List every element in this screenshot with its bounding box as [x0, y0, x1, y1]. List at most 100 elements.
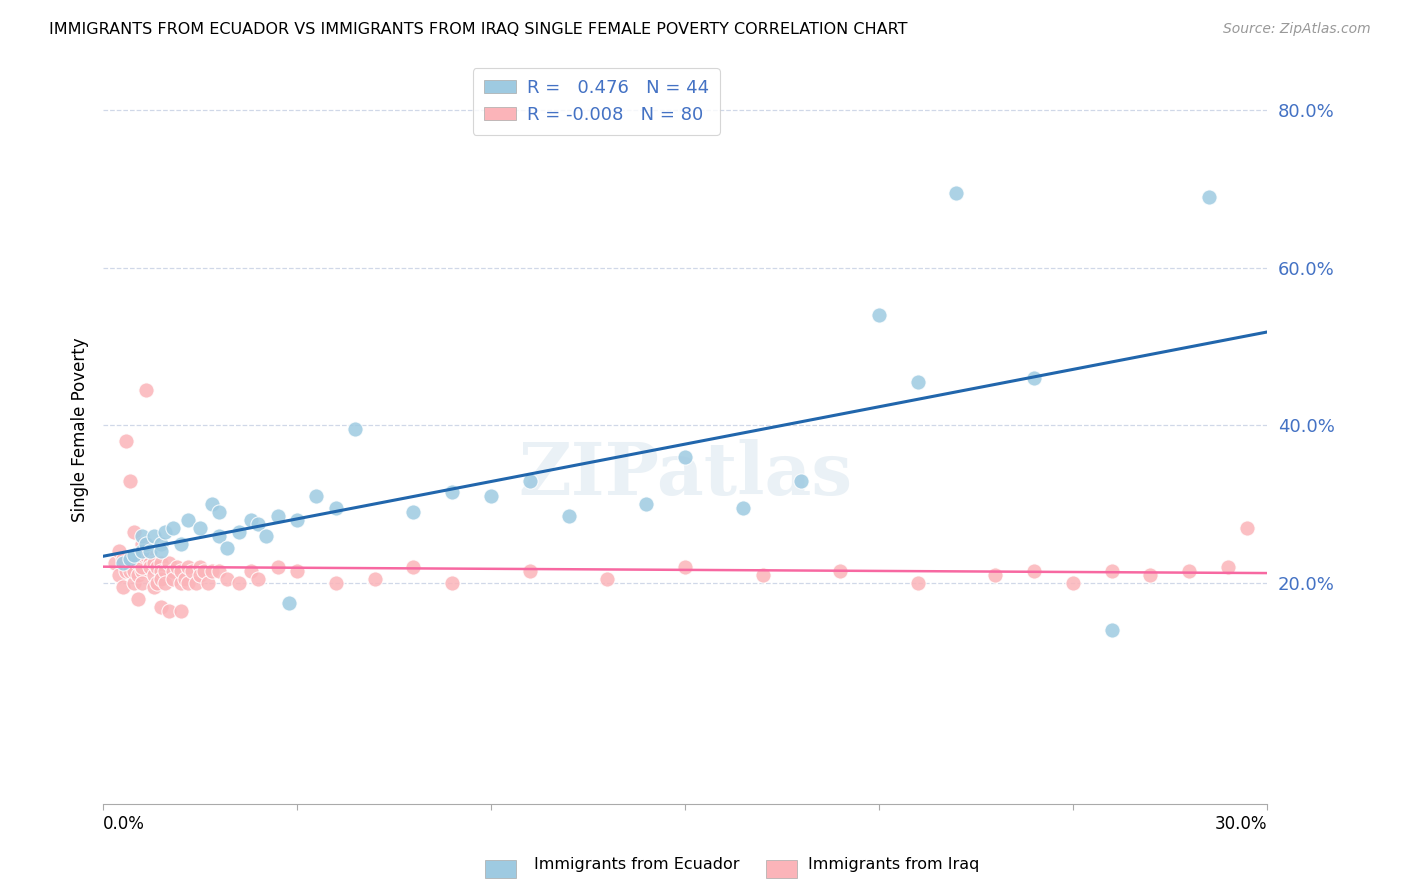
- Point: [441, 485, 464, 500]
- Point: [479, 489, 502, 503]
- Point: [131, 529, 153, 543]
- Point: [201, 497, 224, 511]
- Text: Immigrants from Iraq: Immigrants from Iraq: [808, 857, 980, 872]
- Point: [636, 497, 658, 511]
- Point: [170, 603, 193, 617]
- Point: [122, 576, 145, 591]
- Point: [1101, 624, 1123, 638]
- Point: [142, 529, 165, 543]
- Point: [247, 572, 270, 586]
- Point: [120, 552, 142, 566]
- Point: [1178, 564, 1201, 578]
- Point: [1101, 564, 1123, 578]
- Point: [111, 556, 134, 570]
- Point: [1022, 564, 1045, 578]
- Text: ZIPatlas: ZIPatlas: [517, 439, 852, 509]
- Point: [197, 576, 219, 591]
- Point: [519, 564, 541, 578]
- Point: [131, 560, 153, 574]
- Point: [673, 560, 696, 574]
- Text: 0.0%: 0.0%: [103, 815, 145, 833]
- Point: [344, 422, 367, 436]
- Point: [150, 556, 173, 570]
- Point: [193, 564, 215, 578]
- Point: [104, 556, 127, 570]
- Point: [131, 544, 153, 558]
- Point: [122, 524, 145, 539]
- Point: [402, 505, 425, 519]
- Point: [984, 568, 1007, 582]
- Point: [138, 544, 160, 558]
- Point: [142, 580, 165, 594]
- Point: [170, 536, 193, 550]
- Point: [135, 536, 157, 550]
- Point: [1198, 190, 1220, 204]
- Point: [239, 513, 262, 527]
- Point: [228, 576, 250, 591]
- Point: [115, 434, 138, 449]
- Point: [1062, 576, 1084, 591]
- Point: [266, 560, 288, 574]
- Point: [150, 544, 173, 558]
- Point: [217, 572, 239, 586]
- Point: [150, 536, 173, 550]
- Point: [1139, 568, 1161, 582]
- Point: [111, 552, 134, 566]
- Point: [177, 513, 200, 527]
- Point: [790, 474, 813, 488]
- Point: [596, 572, 619, 586]
- Point: [285, 564, 308, 578]
- Point: [131, 564, 153, 578]
- Point: [153, 524, 176, 539]
- Point: [157, 603, 180, 617]
- Point: [188, 560, 211, 574]
- Point: [153, 576, 176, 591]
- Point: [135, 383, 157, 397]
- Point: [153, 564, 176, 578]
- Point: [177, 560, 200, 574]
- Point: [127, 568, 149, 582]
- Y-axis label: Single Female Poverty: Single Female Poverty: [72, 337, 89, 522]
- Point: [138, 556, 160, 570]
- Point: [363, 572, 385, 586]
- Point: [325, 576, 347, 591]
- Point: [173, 572, 195, 586]
- Point: [131, 549, 153, 563]
- Point: [107, 544, 129, 558]
- Point: [162, 572, 184, 586]
- Point: [162, 564, 184, 578]
- Point: [150, 564, 173, 578]
- Text: Source: ZipAtlas.com: Source: ZipAtlas.com: [1223, 22, 1371, 37]
- Point: [217, 541, 239, 555]
- Point: [111, 580, 134, 594]
- Point: [146, 560, 169, 574]
- Text: IMMIGRANTS FROM ECUADOR VS IMMIGRANTS FROM IRAQ SINGLE FEMALE POVERTY CORRELATIO: IMMIGRANTS FROM ECUADOR VS IMMIGRANTS FR…: [49, 22, 908, 37]
- Point: [120, 474, 142, 488]
- Point: [150, 572, 173, 586]
- Point: [188, 521, 211, 535]
- Point: [733, 501, 755, 516]
- Point: [907, 576, 929, 591]
- Point: [142, 568, 165, 582]
- Point: [131, 576, 153, 591]
- Point: [325, 501, 347, 516]
- Point: [285, 513, 308, 527]
- Point: [441, 576, 464, 591]
- Point: [907, 375, 929, 389]
- Point: [120, 560, 142, 574]
- Point: [519, 474, 541, 488]
- Point: [208, 505, 231, 519]
- Point: [131, 556, 153, 570]
- Point: [247, 516, 270, 531]
- Point: [278, 596, 301, 610]
- Point: [131, 536, 153, 550]
- Point: [208, 564, 231, 578]
- Point: [254, 529, 277, 543]
- Point: [208, 529, 231, 543]
- Point: [115, 564, 138, 578]
- Point: [188, 568, 211, 582]
- Point: [146, 576, 169, 591]
- Point: [402, 560, 425, 574]
- Point: [157, 556, 180, 570]
- Legend: R =   0.476   N = 44, R = -0.008   N = 80: R = 0.476 N = 44, R = -0.008 N = 80: [472, 68, 720, 135]
